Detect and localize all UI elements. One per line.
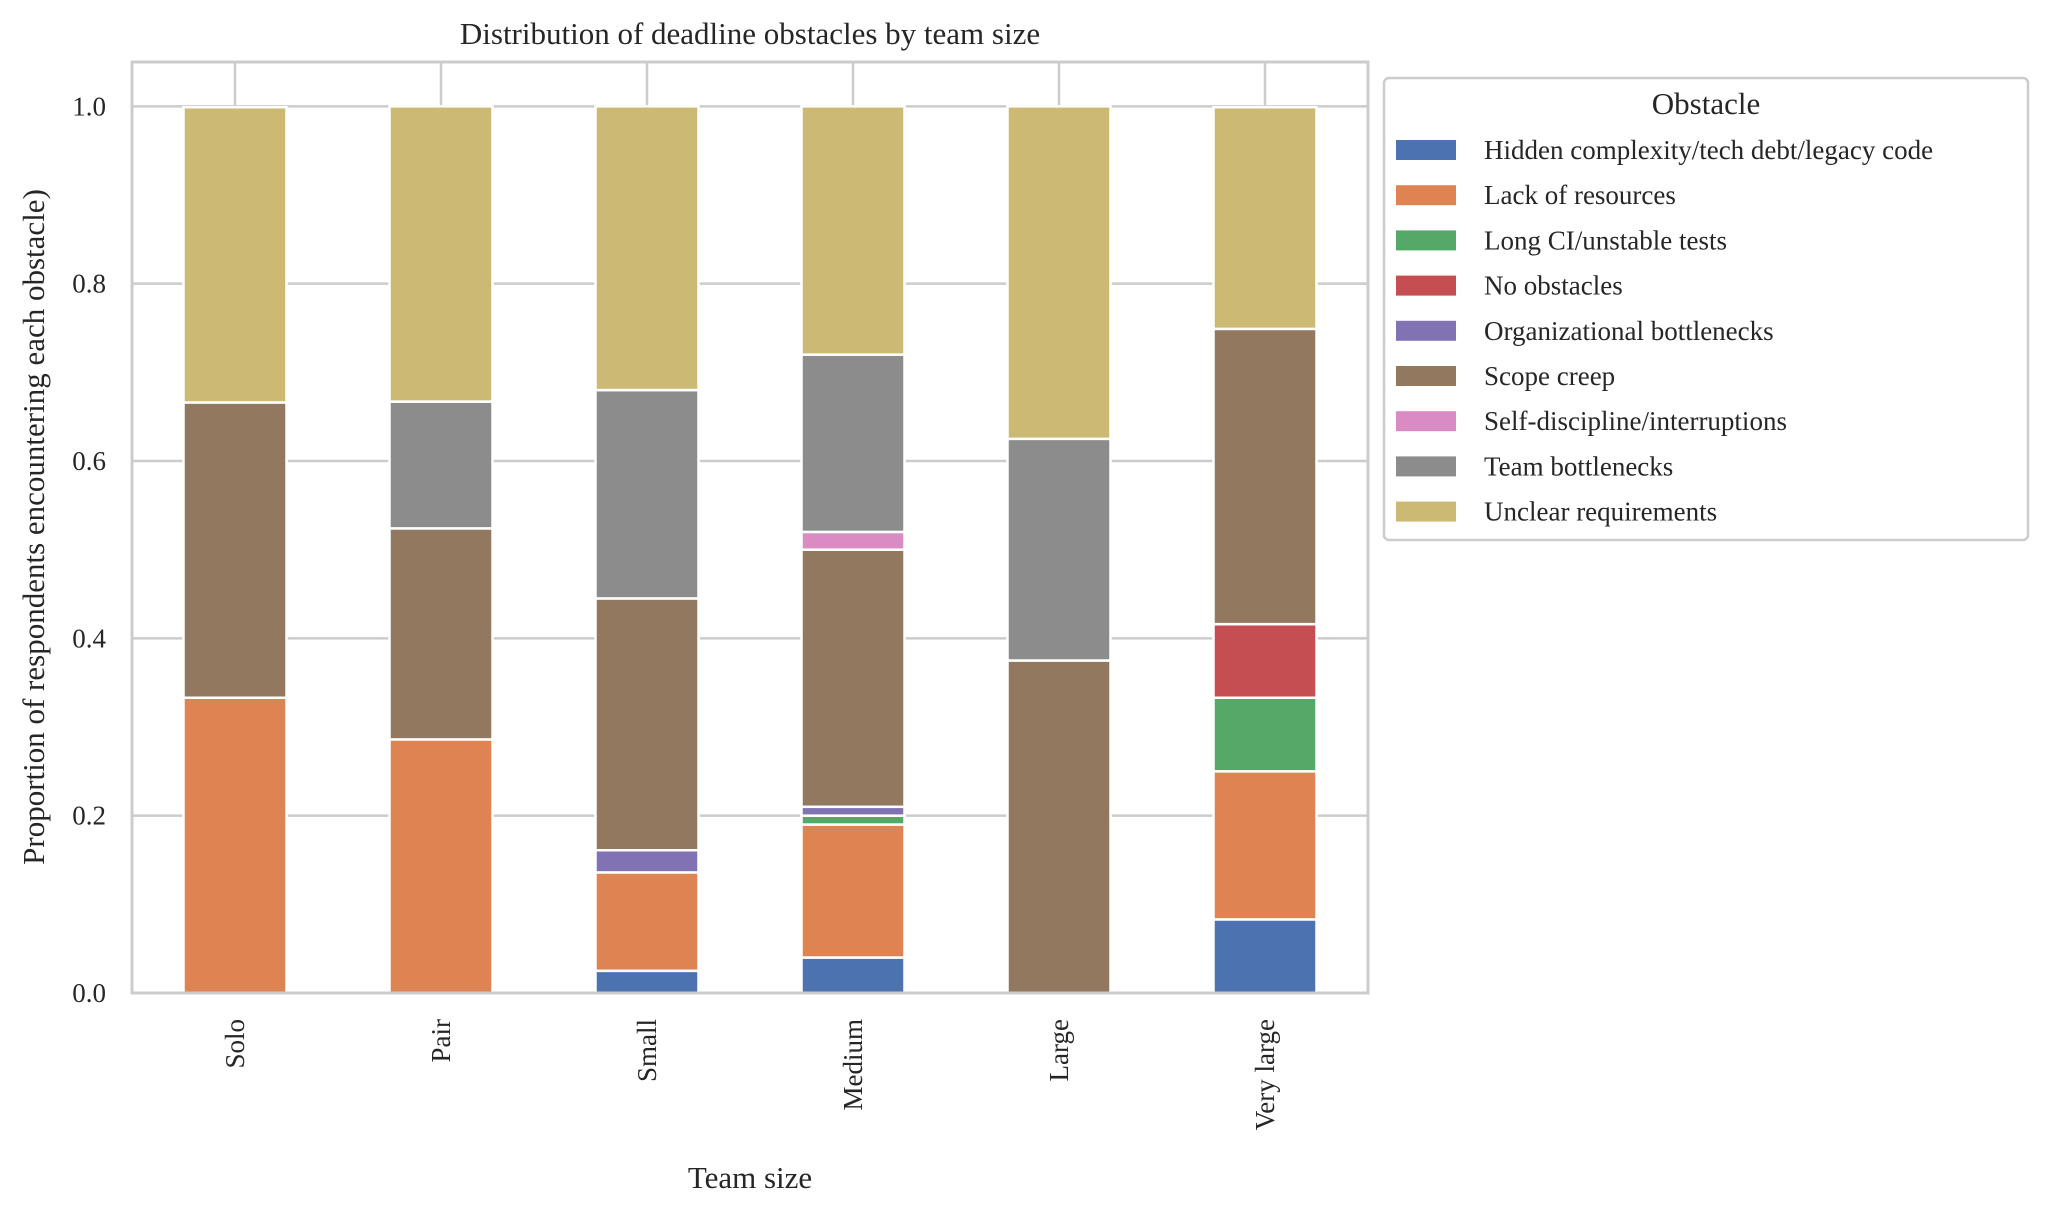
x-axis-label: Team size: [688, 1160, 812, 1195]
legend-label-scope-creep: Scope creep: [1484, 361, 1615, 391]
x-tick-label-solo: Solo: [220, 1019, 250, 1069]
bar-solo-scope-creep: [182, 401, 288, 699]
bar-pair-scope-creep: [388, 527, 494, 741]
legend-label-hidden-complexity-tech-debt-legacy-code: Hidden complexity/tech debt/legacy code: [1484, 135, 1933, 165]
bar-medium-team-bottlenecks: [800, 353, 906, 534]
legend-label-long-ci-unstable-tests: Long CI/unstable tests: [1484, 225, 1727, 255]
legend-label-team-bottlenecks: Team bottlenecks: [1484, 451, 1673, 481]
bar-very-large-unclear-requirements: [1212, 105, 1318, 331]
bar-medium-lack-of-resources: [800, 823, 906, 959]
bar-very-large-hidden-complexity-tech-debt-legacy-code: [1212, 918, 1318, 995]
y-axis-ticks: 0.0 0.2 0.4 0.6 0.8 1.0: [72, 91, 106, 1008]
legend-swatch-unclear-requirements: [1396, 501, 1456, 522]
bar-solo-lack-of-resources: [182, 696, 288, 995]
bar-large-scope-creep: [1006, 659, 1112, 995]
y-tick-label-3: 0.6: [72, 446, 106, 476]
bar-medium-unclear-requirements: [800, 105, 906, 356]
bar-very-large-scope-creep: [1212, 327, 1318, 626]
legend-swatch-lack-of-resources: [1396, 185, 1456, 206]
legend-swatch-organizational-bottlenecks: [1396, 320, 1456, 341]
bar-very-large-lack-of-resources: [1212, 770, 1318, 921]
bar-pair-lack-of-resources: [388, 738, 494, 995]
plot-area-frame: [130, 60, 1370, 995]
legend-frame: [1382, 76, 2030, 542]
x-tick-label-medium: Medium: [838, 1019, 868, 1111]
y-tick-label-0: 0.0: [72, 978, 106, 1008]
legend-swatch-self-discipline-interruptions: [1396, 411, 1456, 432]
legend-swatch-team-bottlenecks: [1396, 456, 1456, 477]
legend-label-unclear-requirements: Unclear requirements: [1484, 497, 1717, 527]
bar-small-scope-creep: [594, 597, 700, 852]
bar-pair-team-bottlenecks: [388, 400, 494, 530]
bar-small-team-bottlenecks: [594, 388, 700, 600]
bar-solo-unclear-requirements: [182, 105, 288, 404]
y-tick-label-5: 1.0: [72, 91, 106, 121]
bar-medium-long-ci-unstable-tests: [800, 814, 906, 826]
grid-layer: [132, 62, 1368, 995]
legend-label-lack-of-resources: Lack of resources: [1484, 180, 1676, 210]
x-axis-ticks: Solo Pair Small Medium Large Very large: [220, 1019, 1280, 1130]
bar-small-organizational-bottlenecks: [594, 848, 700, 874]
legend-swatch-hidden-complexity-tech-debt-legacy-code: [1396, 140, 1456, 160]
legend-label-self-discipline-interruptions: Self-discipline/interruptions: [1484, 406, 1787, 436]
chart-title: Distribution of deadline obstacles by te…: [460, 16, 1040, 51]
bar-large-team-bottlenecks: [1006, 437, 1112, 662]
y-tick-label-1: 0.2: [72, 801, 106, 831]
bars-layer: [182, 105, 1318, 995]
bar-pair-unclear-requirements: [388, 105, 494, 403]
x-tick-label-large: Large: [1044, 1019, 1074, 1081]
y-tick-label-2: 0.4: [72, 623, 106, 653]
bar-small-lack-of-resources: [594, 871, 700, 973]
bar-small-unclear-requirements: [594, 105, 700, 392]
legend-title: Obstacle: [1652, 86, 1760, 121]
legend-label-organizational-bottlenecks: Organizational bottlenecks: [1484, 316, 1774, 346]
legend-swatch-long-ci-unstable-tests: [1396, 230, 1456, 251]
bar-medium-scope-creep: [800, 548, 906, 809]
x-tick-label-small: Small: [632, 1019, 662, 1082]
bar-very-large-no-obstacles: [1212, 622, 1318, 699]
legend-swatch-no-obstacles: [1396, 275, 1456, 296]
bar-medium-self-discipline-interruptions: [800, 530, 906, 551]
bar-large-unclear-requirements: [1006, 105, 1112, 441]
legend-items: Hidden complexity/tech debt/legacy code L…: [1396, 135, 1933, 527]
y-tick-label-4: 0.8: [72, 269, 106, 299]
legend-label-no-obstacles: No obstacles: [1484, 271, 1623, 301]
x-tick-label-pair: Pair: [426, 1019, 456, 1063]
x-tick-label-very-large: Very large: [1250, 1019, 1280, 1130]
legend-swatch-scope-creep: [1396, 366, 1456, 386]
bar-small-hidden-complexity-tech-debt-legacy-code: [594, 969, 700, 995]
bar-very-large-long-ci-unstable-tests: [1212, 696, 1318, 773]
bar-medium-organizational-bottlenecks: [800, 805, 906, 817]
bar-medium-hidden-complexity-tech-debt-legacy-code: [800, 956, 906, 995]
y-axis-label: Proportion of respondents encountering e…: [16, 189, 51, 865]
legend: Obstacle Hidden complexity/tech debt/leg…: [1382, 76, 2030, 542]
